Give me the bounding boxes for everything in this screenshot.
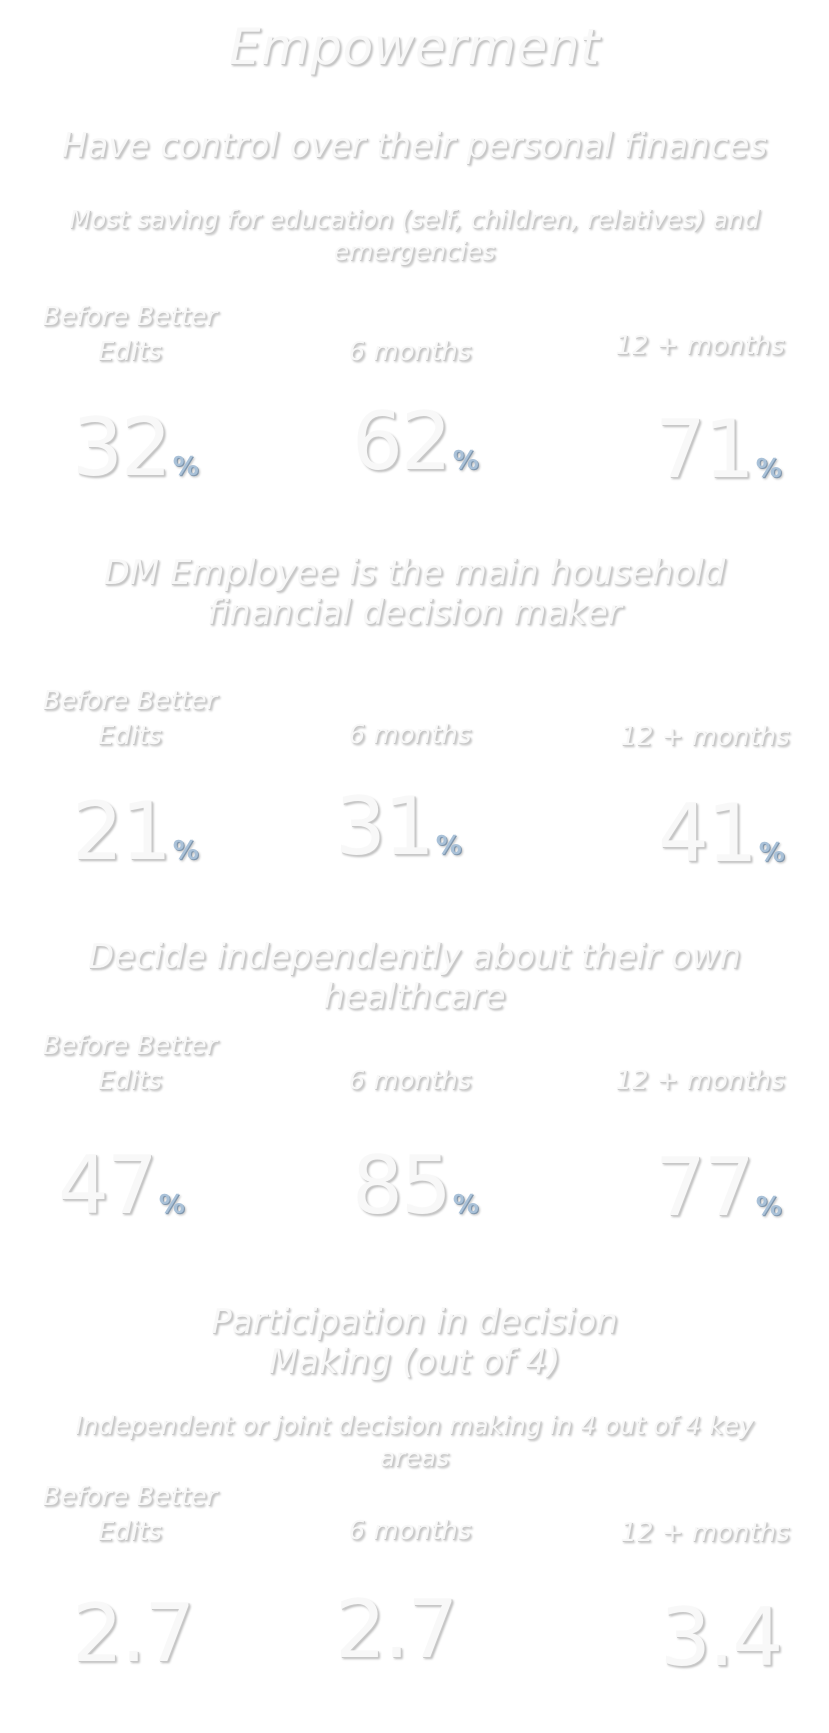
- percent-sign: %: [758, 838, 785, 868]
- section-1-label-12-months: 12 + months: [615, 331, 785, 361]
- stat-number: 47: [58, 1139, 158, 1232]
- section-4-heading: Participation in decision Making (out of…: [211, 1302, 618, 1382]
- section-4-label-12-months: 12 + months: [620, 1518, 790, 1548]
- stat-number: 31: [335, 780, 435, 873]
- section-2-label-12-months: 12 + months: [620, 722, 790, 752]
- section-1-value-before: 32%: [72, 408, 199, 488]
- stat-number: 62: [352, 395, 452, 488]
- section-1-value-6-months: 62%: [352, 402, 479, 482]
- section-2-heading: DM Employee is the main household financ…: [103, 553, 726, 633]
- section-1-subheading: Most saving for education (self, childre…: [69, 205, 760, 266]
- section-1-label-6-months: 6 months: [348, 337, 472, 367]
- stat-number: 71: [655, 403, 755, 496]
- section-1-heading: Have control over their personal finance…: [61, 126, 768, 166]
- stat-number: 41: [658, 787, 758, 880]
- section-3-heading: Decide independently about their own hea…: [88, 937, 741, 1017]
- section-2-value-12-months: 41%: [658, 794, 785, 874]
- section-4-value-12-months: 3.4: [660, 1591, 783, 1684]
- percent-sign: %: [435, 831, 462, 861]
- section-1-label-before: Before Better Edits: [42, 302, 218, 367]
- section-4-subheading: Independent or joint decision making in …: [75, 1411, 754, 1472]
- percent-sign: %: [172, 836, 199, 866]
- section-4-label-before: Before Better Edits: [42, 1482, 218, 1547]
- percent-sign: %: [755, 1192, 782, 1222]
- section-3-value-before: 47%: [58, 1146, 185, 1226]
- stat-number: 32: [72, 401, 172, 494]
- stat-number: 2.7: [335, 1583, 458, 1676]
- section-2-label-before: Before Better Edits: [42, 686, 218, 751]
- section-3-label-12-months: 12 + months: [615, 1066, 785, 1096]
- section-3-label-before: Before Better Edits: [42, 1031, 218, 1096]
- section-4-label-6-months: 6 months: [348, 1516, 472, 1546]
- percent-sign: %: [755, 454, 782, 484]
- stat-number: 3.4: [660, 1591, 783, 1684]
- section-2-label-6-months: 6 months: [348, 720, 472, 750]
- percent-sign: %: [158, 1190, 185, 1220]
- page-title: Empowerment: [228, 18, 601, 76]
- percent-sign: %: [172, 452, 199, 482]
- stat-number: 2.7: [72, 1587, 195, 1680]
- section-2-value-before: 21%: [72, 792, 199, 872]
- section-4-value-before: 2.7: [72, 1587, 195, 1680]
- stat-number: 77: [655, 1141, 755, 1234]
- section-2-value-6-months: 31%: [335, 787, 462, 867]
- section-1-value-12-months: 71%: [655, 410, 782, 490]
- percent-sign: %: [452, 446, 479, 476]
- stat-number: 85: [352, 1139, 452, 1232]
- section-3-value-6-months: 85%: [352, 1146, 479, 1226]
- section-3-value-12-months: 77%: [655, 1148, 782, 1228]
- percent-sign: %: [452, 1190, 479, 1220]
- stat-number: 21: [72, 785, 172, 878]
- section-4-value-6-months: 2.7: [335, 1583, 458, 1676]
- section-3-label-6-months: 6 months: [348, 1066, 472, 1096]
